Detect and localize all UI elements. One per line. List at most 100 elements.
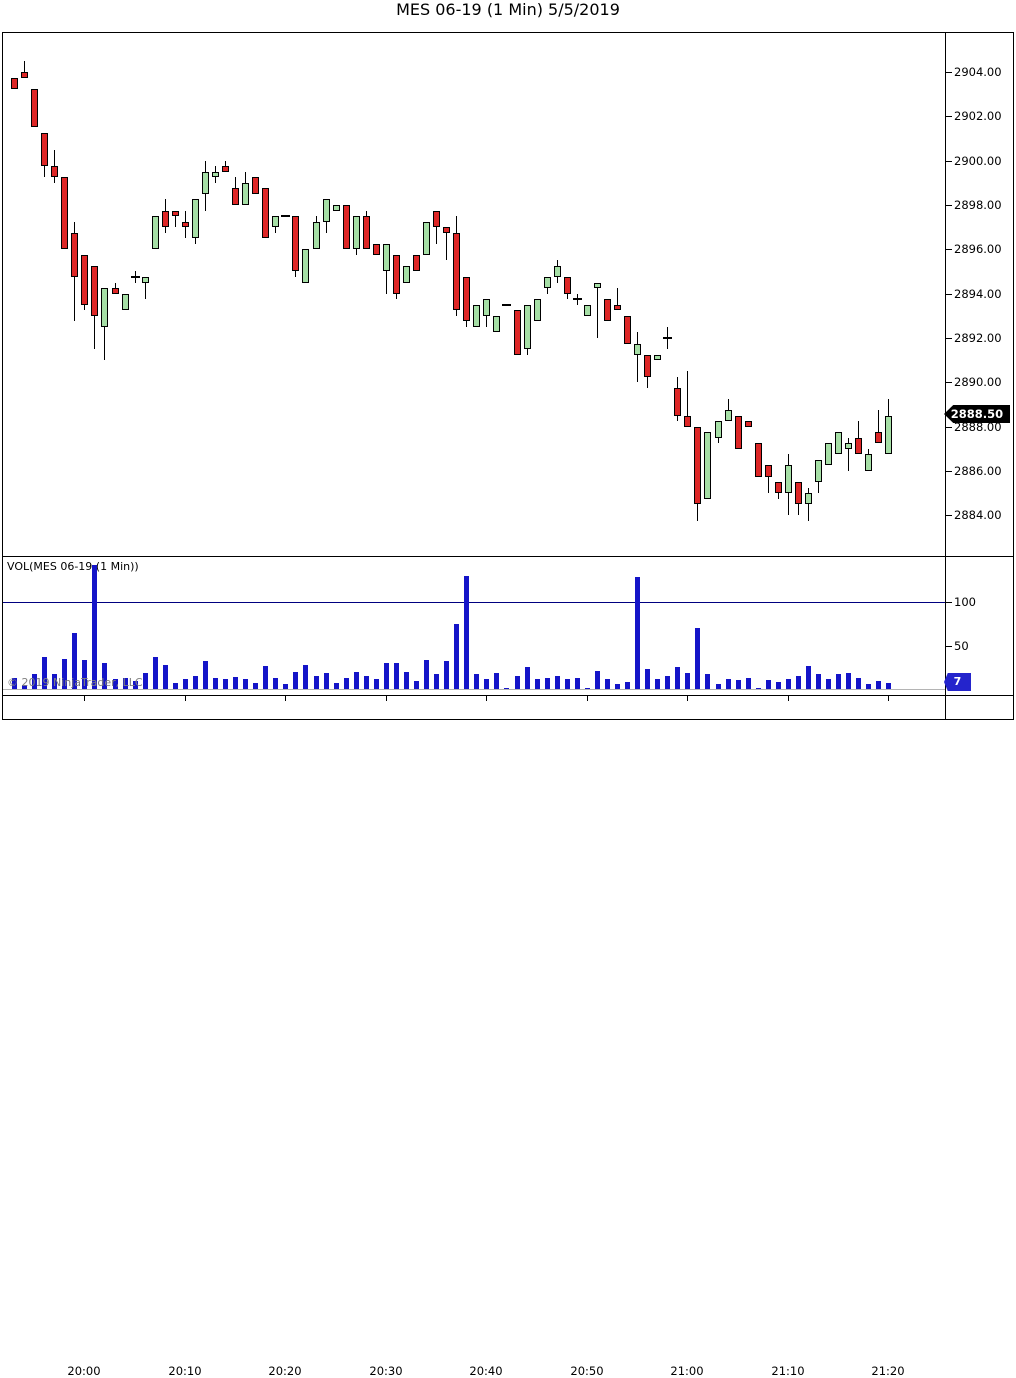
candle-wick bbox=[597, 283, 598, 338]
candle-body bbox=[825, 443, 832, 465]
volume-bar bbox=[464, 576, 469, 689]
price-tick-label: 2898.00 bbox=[954, 198, 1002, 212]
candle-wick bbox=[808, 488, 809, 521]
candle-body bbox=[865, 454, 872, 471]
volume-panel[interactable] bbox=[3, 557, 945, 695]
candle-body bbox=[855, 438, 862, 454]
candle-body bbox=[775, 482, 782, 493]
candle-body bbox=[453, 233, 460, 310]
candle-body bbox=[885, 416, 892, 454]
candle-body bbox=[584, 305, 591, 316]
volume-bar bbox=[32, 674, 37, 689]
volume-bar bbox=[766, 680, 771, 689]
panel-separator[interactable] bbox=[3, 556, 1013, 557]
volume-bar bbox=[72, 633, 77, 689]
candle-body bbox=[333, 205, 340, 211]
candle-body bbox=[423, 222, 430, 255]
candle-wick bbox=[848, 438, 849, 471]
volume-bar bbox=[535, 679, 540, 689]
candle-body bbox=[624, 316, 631, 344]
price-panel[interactable] bbox=[3, 33, 945, 556]
candle-body bbox=[122, 294, 129, 310]
volume-bar bbox=[806, 666, 811, 689]
volume-bar bbox=[886, 683, 891, 689]
candle-body bbox=[11, 78, 18, 89]
volume-bar bbox=[685, 673, 690, 689]
volume-bar bbox=[635, 577, 640, 689]
price-tick-label: 2888.00 bbox=[954, 420, 1002, 434]
candle-body bbox=[483, 299, 490, 316]
time-tick bbox=[386, 695, 387, 701]
candle-body bbox=[845, 443, 852, 449]
volume-bar bbox=[655, 679, 660, 689]
volume-bar bbox=[253, 683, 258, 689]
candle-body bbox=[725, 410, 732, 421]
volume-bar bbox=[484, 679, 489, 689]
volume-bar bbox=[595, 671, 600, 689]
candle-body bbox=[232, 188, 239, 205]
candle-body bbox=[222, 166, 229, 172]
candle-body bbox=[554, 266, 561, 277]
volume-bar bbox=[645, 669, 650, 689]
volume-bar bbox=[716, 684, 721, 689]
price-axis-line bbox=[945, 33, 946, 719]
candle-body bbox=[805, 493, 812, 504]
volume-threshold-line bbox=[3, 602, 945, 603]
price-tick bbox=[946, 205, 952, 206]
time-tick-label: 21:00 bbox=[670, 1364, 704, 1378]
volume-baseline bbox=[3, 689, 945, 690]
volume-bar bbox=[243, 679, 248, 689]
volume-bar bbox=[786, 679, 791, 689]
volume-bar bbox=[123, 678, 128, 689]
volume-bar bbox=[625, 682, 630, 689]
candle-body bbox=[785, 465, 792, 493]
candle-body bbox=[875, 432, 882, 443]
price-tick bbox=[946, 515, 952, 516]
candle-body bbox=[674, 388, 681, 416]
doji-dash bbox=[281, 215, 290, 217]
volume-bar bbox=[394, 663, 399, 689]
volume-bar bbox=[846, 673, 851, 689]
volume-bar bbox=[836, 674, 841, 689]
candle-body bbox=[31, 89, 38, 127]
volume-bar bbox=[826, 679, 831, 689]
price-tick bbox=[946, 427, 952, 428]
volume-bar bbox=[133, 681, 138, 689]
time-tick-label: 20:30 bbox=[369, 1364, 403, 1378]
candle-body bbox=[112, 288, 119, 294]
candle-body bbox=[413, 255, 420, 271]
volume-bar bbox=[515, 676, 520, 689]
volume-bar bbox=[705, 674, 710, 689]
price-tick-label: 2892.00 bbox=[954, 331, 1002, 345]
price-tick-label: 2886.00 bbox=[954, 464, 1002, 478]
candle-body bbox=[755, 443, 762, 477]
candle-body bbox=[534, 299, 541, 321]
candle-body bbox=[343, 205, 350, 249]
candle-body bbox=[493, 316, 500, 332]
chart-title: MES 06-19 (1 Min) 5/5/2019 bbox=[396, 0, 620, 19]
candle-body bbox=[192, 199, 199, 238]
candle-body bbox=[694, 427, 701, 504]
chart-area[interactable]: VOL(MES 06-19 (1 Min)) © 2019 NinjaTrade… bbox=[2, 32, 1014, 1378]
time-tick-label: 21:20 bbox=[871, 1364, 905, 1378]
candle-body bbox=[795, 482, 802, 504]
time-tick bbox=[285, 695, 286, 701]
volume-bar bbox=[173, 683, 178, 689]
volume-bar bbox=[434, 674, 439, 689]
volume-bar bbox=[263, 666, 268, 689]
candle-wick bbox=[24, 61, 25, 78]
time-tick-label: 20:20 bbox=[268, 1364, 302, 1378]
candle-body bbox=[363, 216, 370, 249]
candle-wick bbox=[858, 421, 859, 454]
time-axis[interactable]: 20:00 20:10 20:20 20:30 20:40 20:50 21:00 21:10… bbox=[3, 695, 1013, 1378]
time-tick-label: 20:00 bbox=[67, 1364, 101, 1378]
candle-wick bbox=[436, 211, 437, 244]
candle-body bbox=[373, 244, 380, 255]
candle-body bbox=[91, 266, 98, 316]
candle-body bbox=[353, 216, 360, 249]
volume-bar bbox=[62, 659, 67, 689]
time-tick-label: 20:40 bbox=[469, 1364, 503, 1378]
volume-bar bbox=[203, 661, 208, 689]
time-tick bbox=[587, 695, 588, 701]
price-axis[interactable]: 2904.00 2902.00 2900.00 2898.00 2896.00 2894.… bbox=[946, 33, 1012, 695]
